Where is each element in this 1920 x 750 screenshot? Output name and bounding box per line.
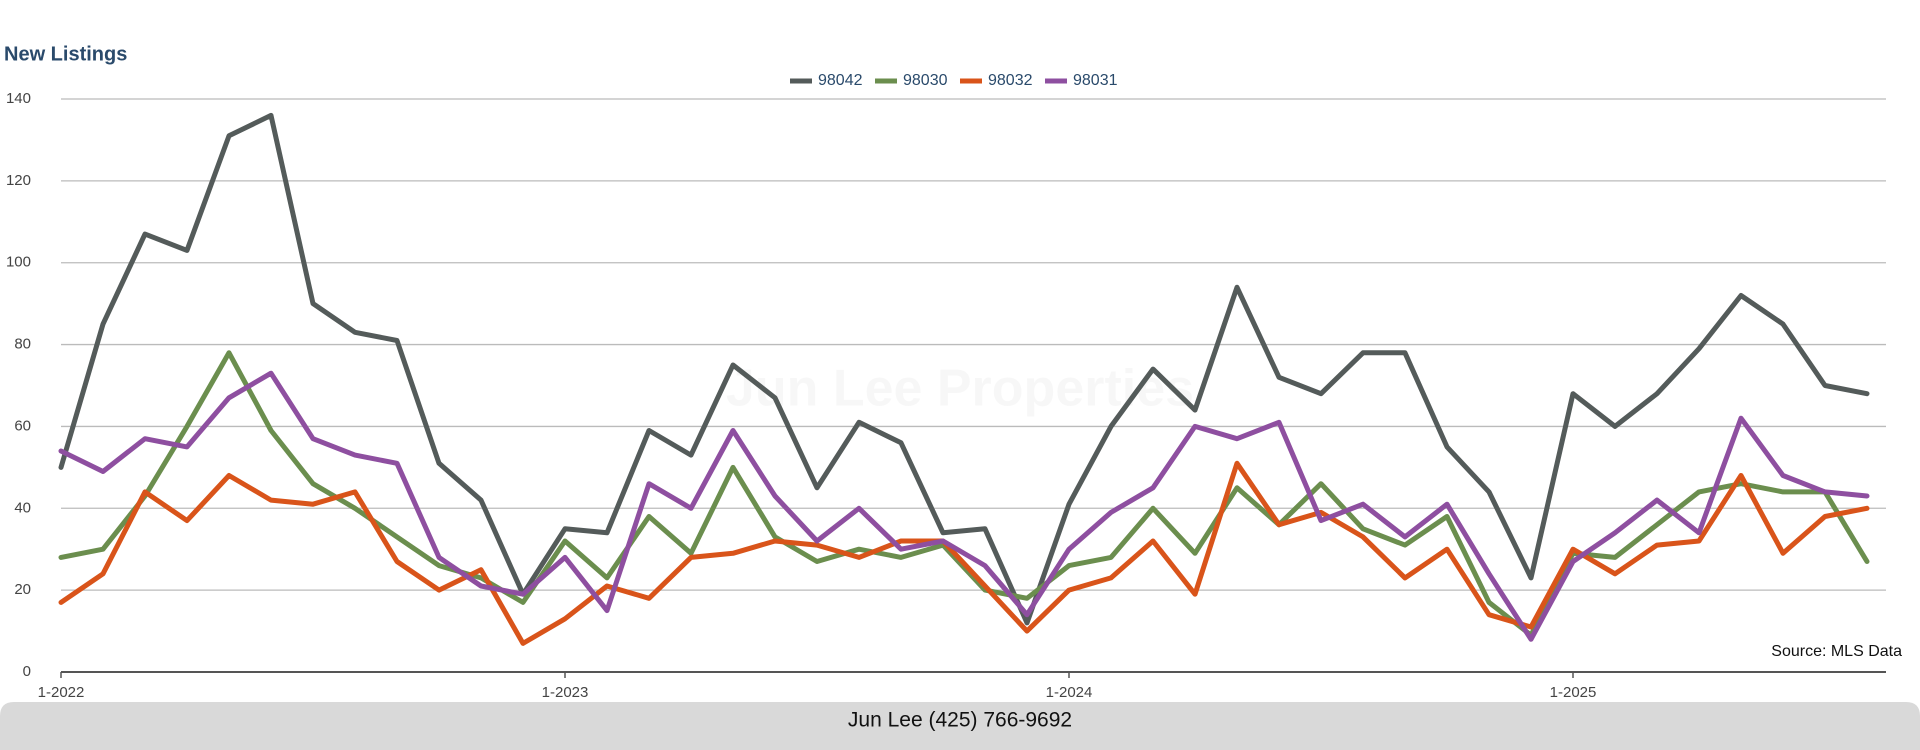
y-tick-label: 20 [14,581,31,598]
x-tick-label: 1-2022 [38,684,85,701]
x-tick-label: 1-2025 [1550,684,1597,701]
legend-label: 98031 [1073,72,1118,89]
legend-label: 98032 [988,72,1033,89]
footer-text: Jun Lee (425) 766-9692 [848,709,1072,732]
y-tick-label: 120 [6,172,31,189]
source-note: Source: MLS Data [1771,643,1902,660]
y-tick-label: 0 [23,663,31,680]
legend-label: 98030 [903,72,948,89]
footer-band [0,702,1920,750]
legend-label: 98042 [818,72,863,89]
x-tick-label: 1-2023 [542,684,589,701]
y-tick-label: 60 [14,417,31,434]
x-tick-label: 1-2024 [1046,684,1093,701]
y-tick-label: 140 [6,90,31,107]
y-tick-label: 100 [6,254,31,271]
series-line [58,112,1870,626]
y-tick-label: 80 [14,336,31,353]
series-line [58,370,1870,642]
series-line [58,460,1870,646]
chart-title: New Listings [4,43,127,65]
y-tick-label: 40 [14,499,31,516]
